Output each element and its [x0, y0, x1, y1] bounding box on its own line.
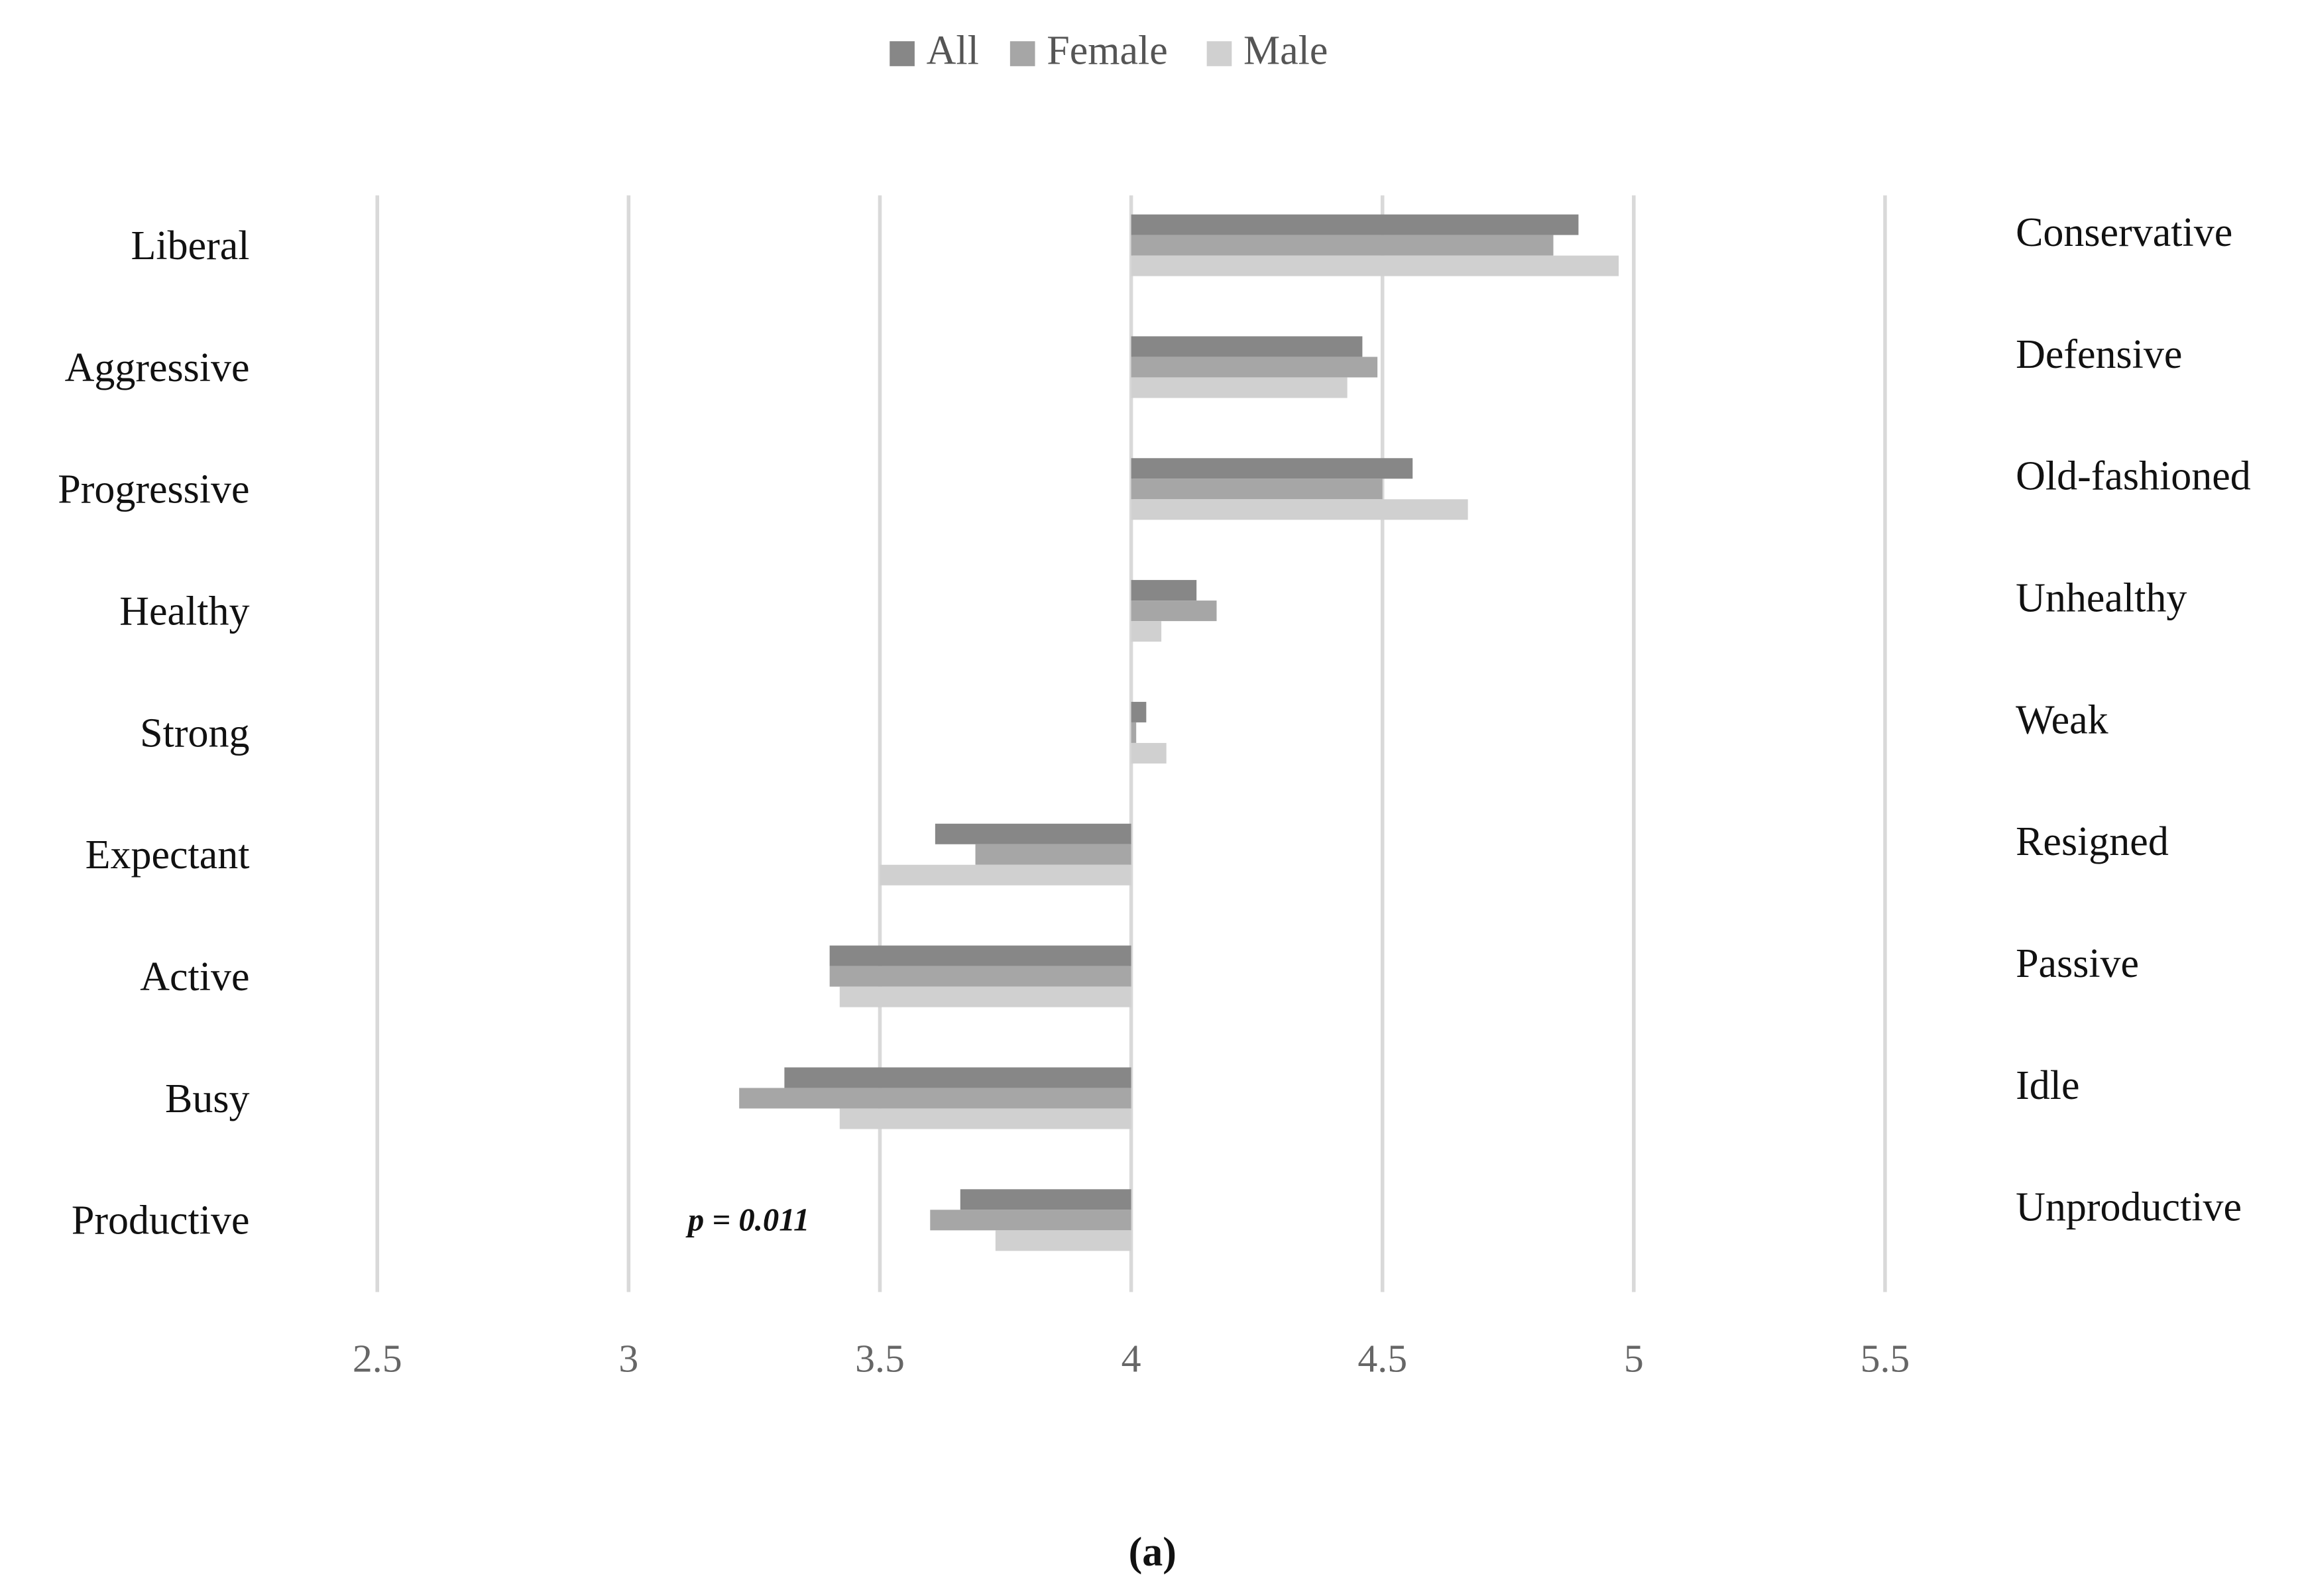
- bar: [1131, 336, 1363, 357]
- x-tick-label: 3.5: [855, 1336, 905, 1380]
- bar: [935, 823, 1131, 844]
- bar: [1131, 600, 1217, 622]
- bar: [1131, 499, 1468, 520]
- x-tick-label: 4: [1122, 1336, 1141, 1380]
- category-label: Aggressive: [65, 345, 250, 390]
- bar: [1131, 621, 1162, 642]
- x-tick-label: 5.5: [1861, 1336, 1910, 1380]
- right-label: Weak: [2016, 697, 2108, 742]
- bar: [739, 1088, 1131, 1109]
- legend-label: Male: [1243, 28, 1328, 73]
- bar: [1131, 357, 1378, 378]
- bar: [1131, 701, 1147, 722]
- bar: [839, 1108, 1131, 1129]
- category-label: Expectant: [86, 832, 250, 878]
- category-label: Healthy: [119, 589, 249, 634]
- x-tick-label: 3: [618, 1336, 638, 1380]
- x-tick-label: 5: [1624, 1336, 1644, 1380]
- bar: [995, 1230, 1131, 1251]
- bar: [839, 986, 1131, 1007]
- bar: [1131, 458, 1413, 479]
- bar: [1131, 722, 1137, 743]
- bar: [880, 864, 1131, 885]
- bar: [960, 1189, 1131, 1210]
- right-label: Unproductive: [2016, 1185, 2242, 1230]
- annotation: p = 0.011: [685, 1202, 809, 1237]
- category-label: Progressive: [58, 467, 249, 512]
- bar: [1131, 742, 1167, 764]
- legend-swatch: [1206, 41, 1232, 66]
- right-label: Idle: [2016, 1063, 2079, 1108]
- right-label: Resigned: [2016, 819, 2169, 864]
- x-tick-label: 2.5: [353, 1336, 402, 1380]
- x-tick-label: 4.5: [1357, 1336, 1407, 1380]
- caption: (a): [1129, 1530, 1177, 1575]
- bar: [784, 1067, 1131, 1088]
- right-label: Old-fashioned: [2016, 454, 2251, 499]
- category-label: Active: [140, 954, 249, 999]
- bar: [930, 1210, 1131, 1231]
- bar: [975, 844, 1131, 865]
- legend-label: Female: [1047, 28, 1168, 73]
- category-label: Strong: [140, 711, 249, 756]
- category-label: Busy: [165, 1076, 249, 1121]
- bar: [1131, 255, 1619, 276]
- right-label: Defensive: [2016, 332, 2182, 377]
- right-label: Unhealthy: [2016, 576, 2187, 621]
- category-label: Liberal: [131, 223, 250, 268]
- bar: [1131, 377, 1348, 398]
- legend-swatch: [1009, 41, 1035, 66]
- bar: [1131, 235, 1554, 256]
- bar: [829, 945, 1131, 966]
- bar: [1131, 479, 1383, 500]
- right-label: Passive: [2016, 941, 2139, 986]
- bar: [1131, 214, 1579, 235]
- right-label: Conservative: [2016, 210, 2232, 255]
- bar: [829, 966, 1131, 987]
- legend-swatch: [890, 41, 915, 66]
- legend-label: All: [927, 28, 979, 73]
- category-label: Productive: [72, 1198, 250, 1243]
- bar: [1131, 580, 1197, 601]
